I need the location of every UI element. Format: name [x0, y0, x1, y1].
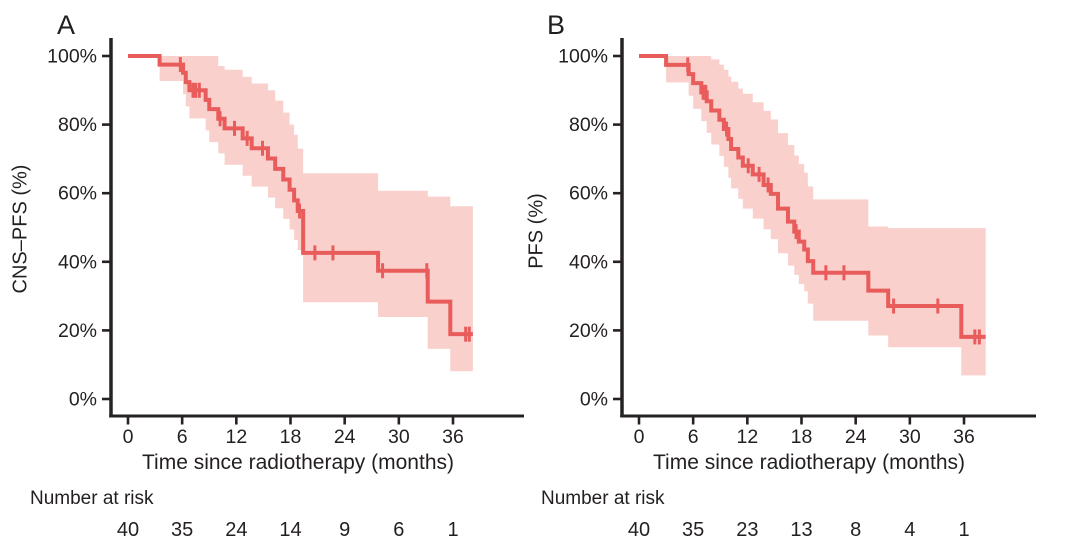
risk-count: 9	[339, 519, 350, 541]
panel-b-letter: B	[547, 10, 566, 40]
y-tick-label: 80%	[58, 114, 97, 136]
x-tick-label: 36	[442, 426, 464, 448]
x-tick-label: 0	[634, 426, 645, 448]
panel-b: 100% 80% 60% 40% 20% 0% 0 6 12 18 24 30 36 40 35 23 13 8 4…	[558, 38, 1036, 541]
risk-count: 14	[279, 519, 301, 541]
x-tick-label: 12	[736, 426, 758, 448]
risk-count: 1	[958, 519, 969, 541]
x-tick-label: 18	[791, 426, 813, 448]
x-tick-label: 12	[225, 426, 247, 448]
confidence-band	[666, 56, 986, 376]
risk-count: 40	[628, 519, 650, 541]
y-tick-label: 20%	[569, 320, 608, 342]
panel-b-number-at-risk-header: Number at risk	[541, 488, 665, 509]
risk-count: 4	[904, 519, 915, 541]
x-tick-label: 30	[899, 426, 921, 448]
panel-b-x-axis-label: Time since radiotherapy (months)	[652, 451, 966, 474]
panel-a-number-at-risk-header: Number at risk	[30, 488, 154, 509]
y-tick-label: 40%	[58, 251, 97, 273]
confidence-band	[159, 56, 473, 372]
y-tick-label: 0%	[580, 389, 608, 411]
x-tick-label: 24	[334, 426, 356, 448]
risk-count: 13	[790, 519, 812, 541]
x-tick-label: 18	[280, 426, 302, 448]
x-tick-label: 24	[845, 426, 867, 448]
risk-count: 1	[447, 519, 458, 541]
risk-count: 6	[393, 519, 404, 541]
risk-count: 24	[225, 519, 247, 541]
panel-a-letter: A	[57, 10, 76, 40]
risk-count: 35	[682, 519, 704, 541]
risk-count: 8	[850, 519, 861, 541]
y-tick-label: 100%	[47, 46, 97, 68]
y-tick-label: 100%	[558, 46, 608, 68]
x-tick-label: 6	[177, 426, 188, 448]
risk-count: 23	[736, 519, 758, 541]
risk-count: 40	[117, 519, 139, 541]
panel-a-y-axis-label: CNS–PFS (%)	[9, 164, 32, 294]
x-tick-label: 36	[953, 426, 975, 448]
y-tick-label: 40%	[569, 251, 608, 273]
y-tick-label: 60%	[58, 183, 97, 205]
risk-count: 35	[171, 519, 193, 541]
y-tick-label: 80%	[569, 114, 608, 136]
x-tick-label: 6	[688, 426, 699, 448]
panel-a-x-axis-label: Time since radiotherapy (months)	[141, 451, 455, 474]
x-tick-label: 0	[123, 426, 134, 448]
y-tick-label: 20%	[58, 320, 97, 342]
y-tick-label: 0%	[69, 389, 97, 411]
panel-a: 100% 80% 60% 40% 20% 0% 0 6 12 18 24 30 36 40 35 24 14 9 6…	[47, 38, 524, 541]
panel-b-y-axis-label: PFS (%)	[525, 193, 548, 269]
x-tick-label: 30	[388, 426, 410, 448]
y-tick-label: 60%	[569, 183, 608, 205]
